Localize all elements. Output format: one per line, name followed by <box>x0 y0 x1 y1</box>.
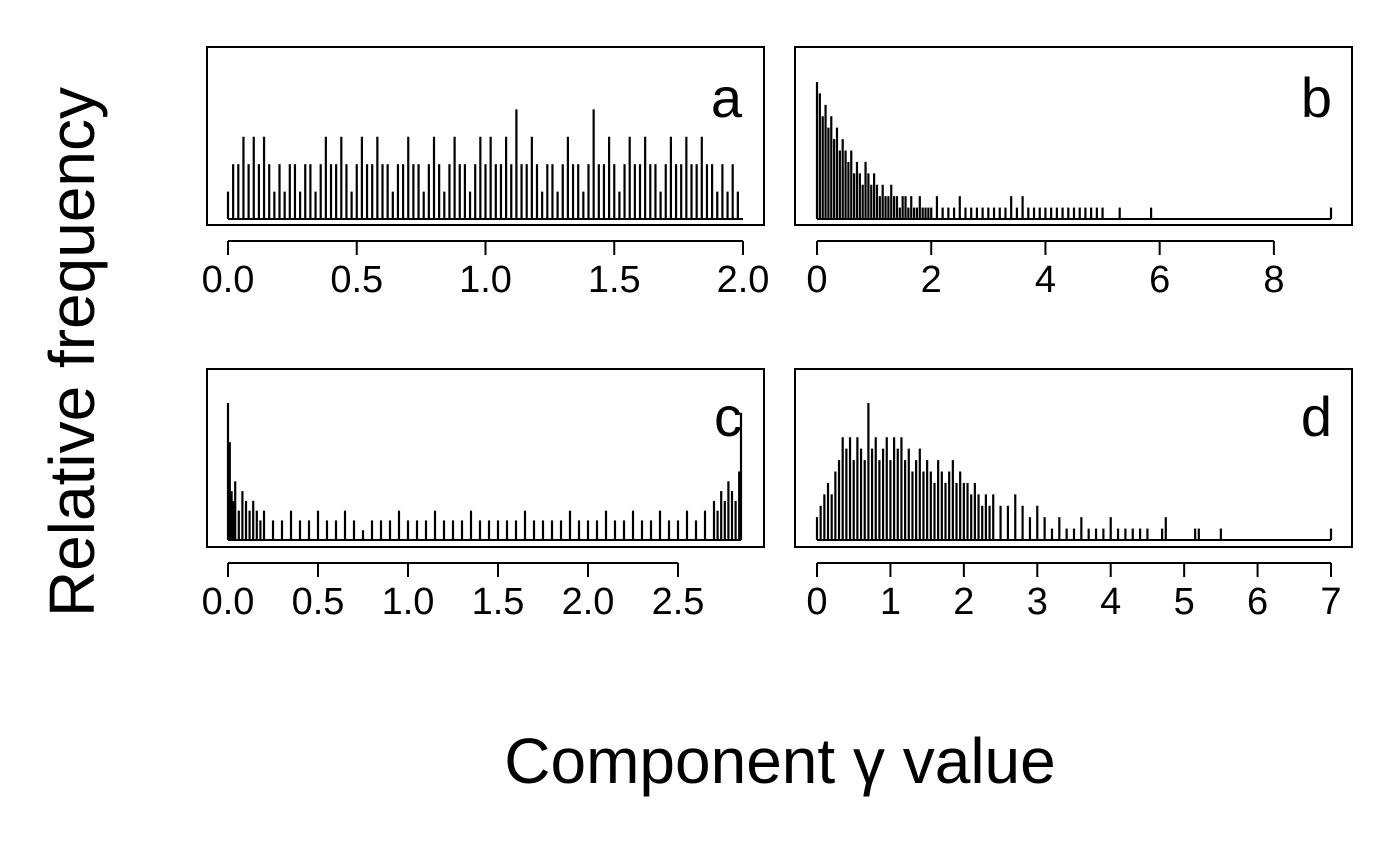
panel-d-frame <box>794 368 1353 548</box>
x-tick-label: 7 <box>1320 581 1341 623</box>
panel-c-letter: c <box>714 385 742 448</box>
x-axis-title: Component γ value <box>504 725 1055 797</box>
x-tick-label: 0 <box>806 581 827 623</box>
panel-c-x-axis: 0.0 0.5 1.0 1.5 2.0 2.5 <box>202 562 705 623</box>
panel-a-bars <box>226 109 743 220</box>
panel-d-bars <box>815 403 1333 541</box>
panel-d: 0 1 2 3 4 5 6 7 d <box>794 368 1353 623</box>
panel-b-letter: b <box>1301 66 1332 129</box>
x-tick-label: 0 <box>806 259 827 301</box>
x-tick-label: 1.5 <box>588 259 641 301</box>
x-tick-label: 0.5 <box>292 581 345 623</box>
x-tick-label: 1 <box>880 581 901 623</box>
x-tick-label: 1.0 <box>382 581 435 623</box>
x-tick-label: 2 <box>921 259 942 301</box>
x-tick-label: 0.0 <box>202 581 255 623</box>
panel-c: 0.0 0.5 1.0 1.5 2.0 2.5 c <box>202 368 765 623</box>
x-tick-label: 1.5 <box>472 581 525 623</box>
x-tick-label: 6 <box>1247 581 1268 623</box>
x-tick-label: 6 <box>1149 259 1170 301</box>
x-tick-label: 2.0 <box>717 259 770 301</box>
x-tick-label: 1.0 <box>459 259 512 301</box>
panel-b-bars <box>815 82 1333 220</box>
panel-d-letter: d <box>1301 385 1332 448</box>
panel-b: 0 2 4 6 8 b <box>794 46 1353 301</box>
panel-a-frame <box>206 46 765 226</box>
x-tick-label: 4 <box>1035 259 1056 301</box>
x-tick-label: 3 <box>1027 581 1048 623</box>
x-tick-label: 0.5 <box>330 259 383 301</box>
panel-c-bars <box>226 403 743 541</box>
panel-a-x-axis: 0.0 0.5 1.0 1.5 2.0 <box>202 240 770 301</box>
x-tick-label: 4 <box>1100 581 1121 623</box>
x-tick-label: 5 <box>1174 581 1195 623</box>
panel-c-frame <box>206 368 765 548</box>
panel-a: 0.0 0.5 1.0 1.5 2.0 a <box>202 46 770 301</box>
x-tick-label: 8 <box>1263 259 1284 301</box>
panel-d-x-axis: 0 1 2 3 4 5 6 7 <box>806 562 1342 623</box>
x-tick-label: 2.0 <box>562 581 615 623</box>
panel-a-letter: a <box>711 66 743 129</box>
x-tick-label: 2.5 <box>652 581 705 623</box>
panel-b-x-axis: 0 2 4 6 8 <box>806 240 1284 301</box>
panel-b-frame <box>794 46 1353 226</box>
y-axis-title: Relative frequency <box>36 87 108 617</box>
x-tick-label: 2 <box>953 581 974 623</box>
x-tick-label: 0.0 <box>202 259 255 301</box>
